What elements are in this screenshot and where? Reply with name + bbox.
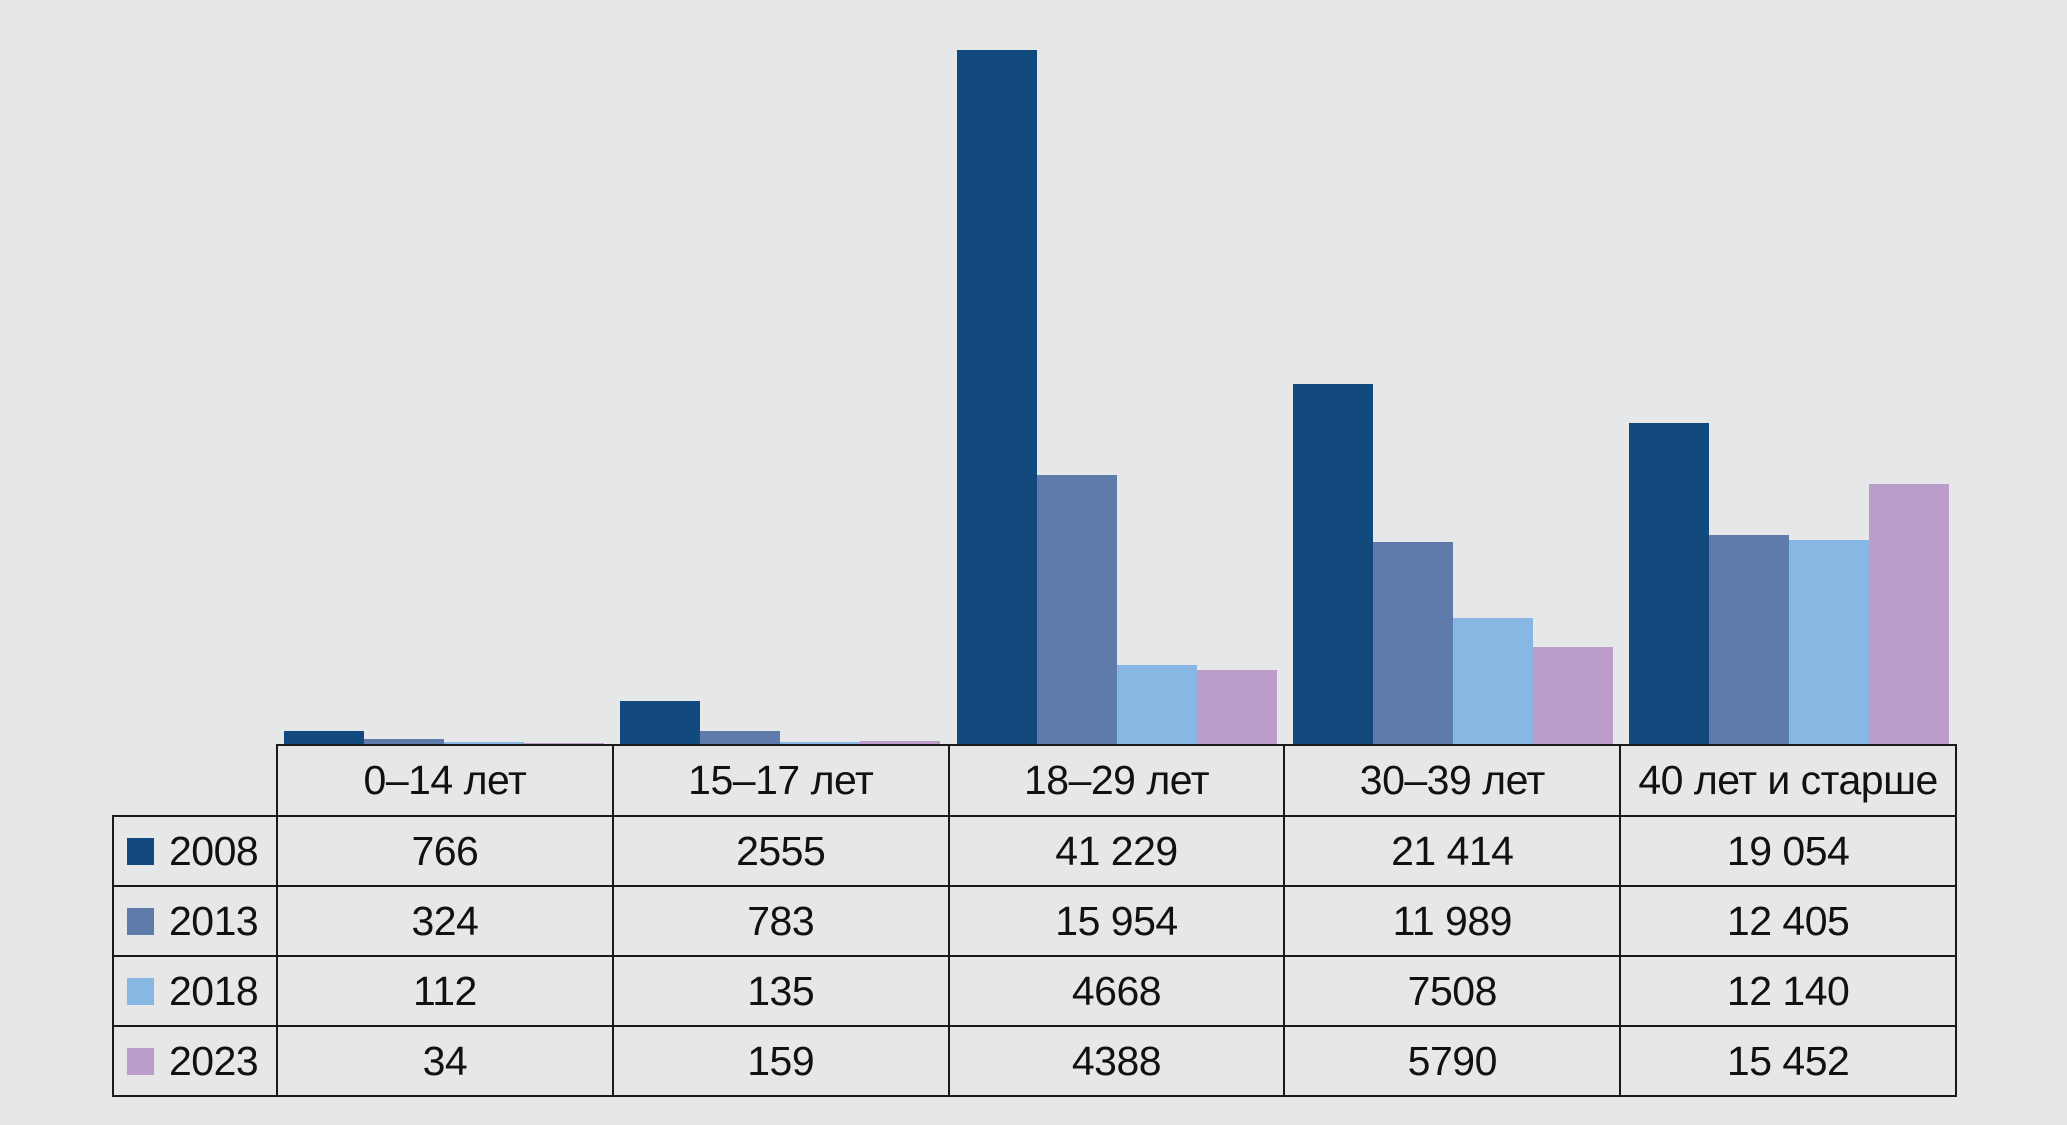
legend-swatch-2023 [127,1047,154,1075]
col-header-2: 18–29 лет [947,744,1286,817]
bar-2008-cat3 [1292,384,1373,744]
bar-2013-cat1 [700,731,781,744]
legend-swatch-2013 [127,907,154,935]
table-header-row: 0–14 лет 15–17 лет 18–29 лет 30–39 лет 40 ле… [113,744,1957,817]
bar-2018-cat0 [444,742,525,744]
bar-2008-cat0 [284,731,365,744]
bar-2013-cat4 [1708,535,1789,744]
legend-year-label: 2018 [169,967,259,1014]
bar-2023-cat1 [860,741,941,744]
value-cell-2008-cat3: 21 414 [1283,815,1622,887]
value-cell-2013-cat3: 11 989 [1283,885,1622,957]
value-cell-2018-cat3: 7508 [1283,955,1622,1027]
bar-2008-cat2 [956,50,1037,744]
bar-group-1 [612,50,948,744]
value-cell-2013-cat1: 783 [611,885,950,957]
bar-2023-cat4 [1868,484,1949,744]
bar-2018-cat4 [1788,540,1869,744]
value-cell-2008-cat4: 19 054 [1619,815,1957,887]
bar-2008-cat4 [1628,423,1709,744]
bar-2013-cat3 [1372,542,1453,744]
value-cell-2023-cat3: 5790 [1283,1025,1622,1097]
legend-year-inner: 2018 [115,967,275,1015]
bar-group-4 [1621,50,1957,744]
legend-year-inner: 2008 [115,827,275,875]
col-header-1: 15–17 лет [611,744,950,817]
bar-2018-cat1 [780,742,861,744]
bar-group-2 [948,50,1284,744]
bar-2013-cat2 [1036,475,1117,744]
table-row-2008: 2008 766 2555 41 229 21 414 19 054 [112,815,1957,887]
col-header-3: 30–39 лет [1283,744,1622,817]
bar-group-3 [1285,50,1621,744]
data-table: 0–14 лет 15–17 лет 18–29 лет 30–39 лет 40 ле… [112,744,1957,1097]
legend-year-inner: 2023 [115,1037,275,1085]
value-cell-2008-cat2: 41 229 [947,815,1286,887]
value-cell-2023-cat4: 15 452 [1619,1025,1957,1097]
bar-group-0 [276,50,612,744]
bar-2023-cat2 [1196,670,1277,744]
value-cell-2008-cat1: 2555 [611,815,950,887]
col-header-4: 40 лет и старше [1619,744,1957,817]
value-cell-2023-cat0: 34 [276,1025,614,1097]
bar-chart-plot [276,50,1957,744]
legend-year-cell-2008: 2008 [112,815,278,887]
value-cell-2023-cat1: 159 [611,1025,950,1097]
value-cell-2013-cat0: 324 [276,885,614,957]
table-row-2023: 2023 34 159 4388 5790 15 452 [112,1025,1957,1097]
value-cell-2013-cat4: 12 405 [1619,885,1957,957]
bar-2018-cat3 [1452,618,1533,744]
legend-swatch-2008 [127,837,154,865]
value-cell-2013-cat2: 15 954 [947,885,1286,957]
value-cell-2023-cat2: 4388 [947,1025,1286,1097]
legend-year-inner: 2013 [115,897,275,945]
legend-year-cell-2013: 2013 [112,885,278,957]
value-cell-2018-cat0: 112 [276,955,614,1027]
value-cell-2018-cat4: 12 140 [1619,955,1957,1027]
bar-2018-cat2 [1116,665,1197,744]
table-row-2018: 2018 112 135 4668 7508 12 140 [112,955,1957,1027]
table-row-2013: 2013 324 783 15 954 11 989 12 405 [112,885,1957,957]
value-cell-2018-cat1: 135 [611,955,950,1027]
legend-swatch-2018 [127,977,154,1005]
legend-year-label: 2008 [169,827,259,874]
legend-year-label: 2023 [169,1037,259,1084]
bar-2013-cat0 [364,739,445,744]
bar-2008-cat1 [620,701,701,744]
bar-2023-cat3 [1532,647,1613,744]
table-body: 2008 766 2555 41 229 21 414 19 054 2013 324 783 1… [112,815,1957,1097]
legend-year-label: 2013 [169,897,259,944]
table-corner-cell [113,745,277,816]
legend-year-cell-2018: 2018 [112,955,278,1027]
value-cell-2018-cat2: 4668 [947,955,1286,1027]
value-cell-2008-cat0: 766 [276,815,614,887]
col-header-0: 0–14 лет [276,744,614,817]
legend-year-cell-2023: 2023 [112,1025,278,1097]
bar-2023-cat0 [524,743,605,744]
